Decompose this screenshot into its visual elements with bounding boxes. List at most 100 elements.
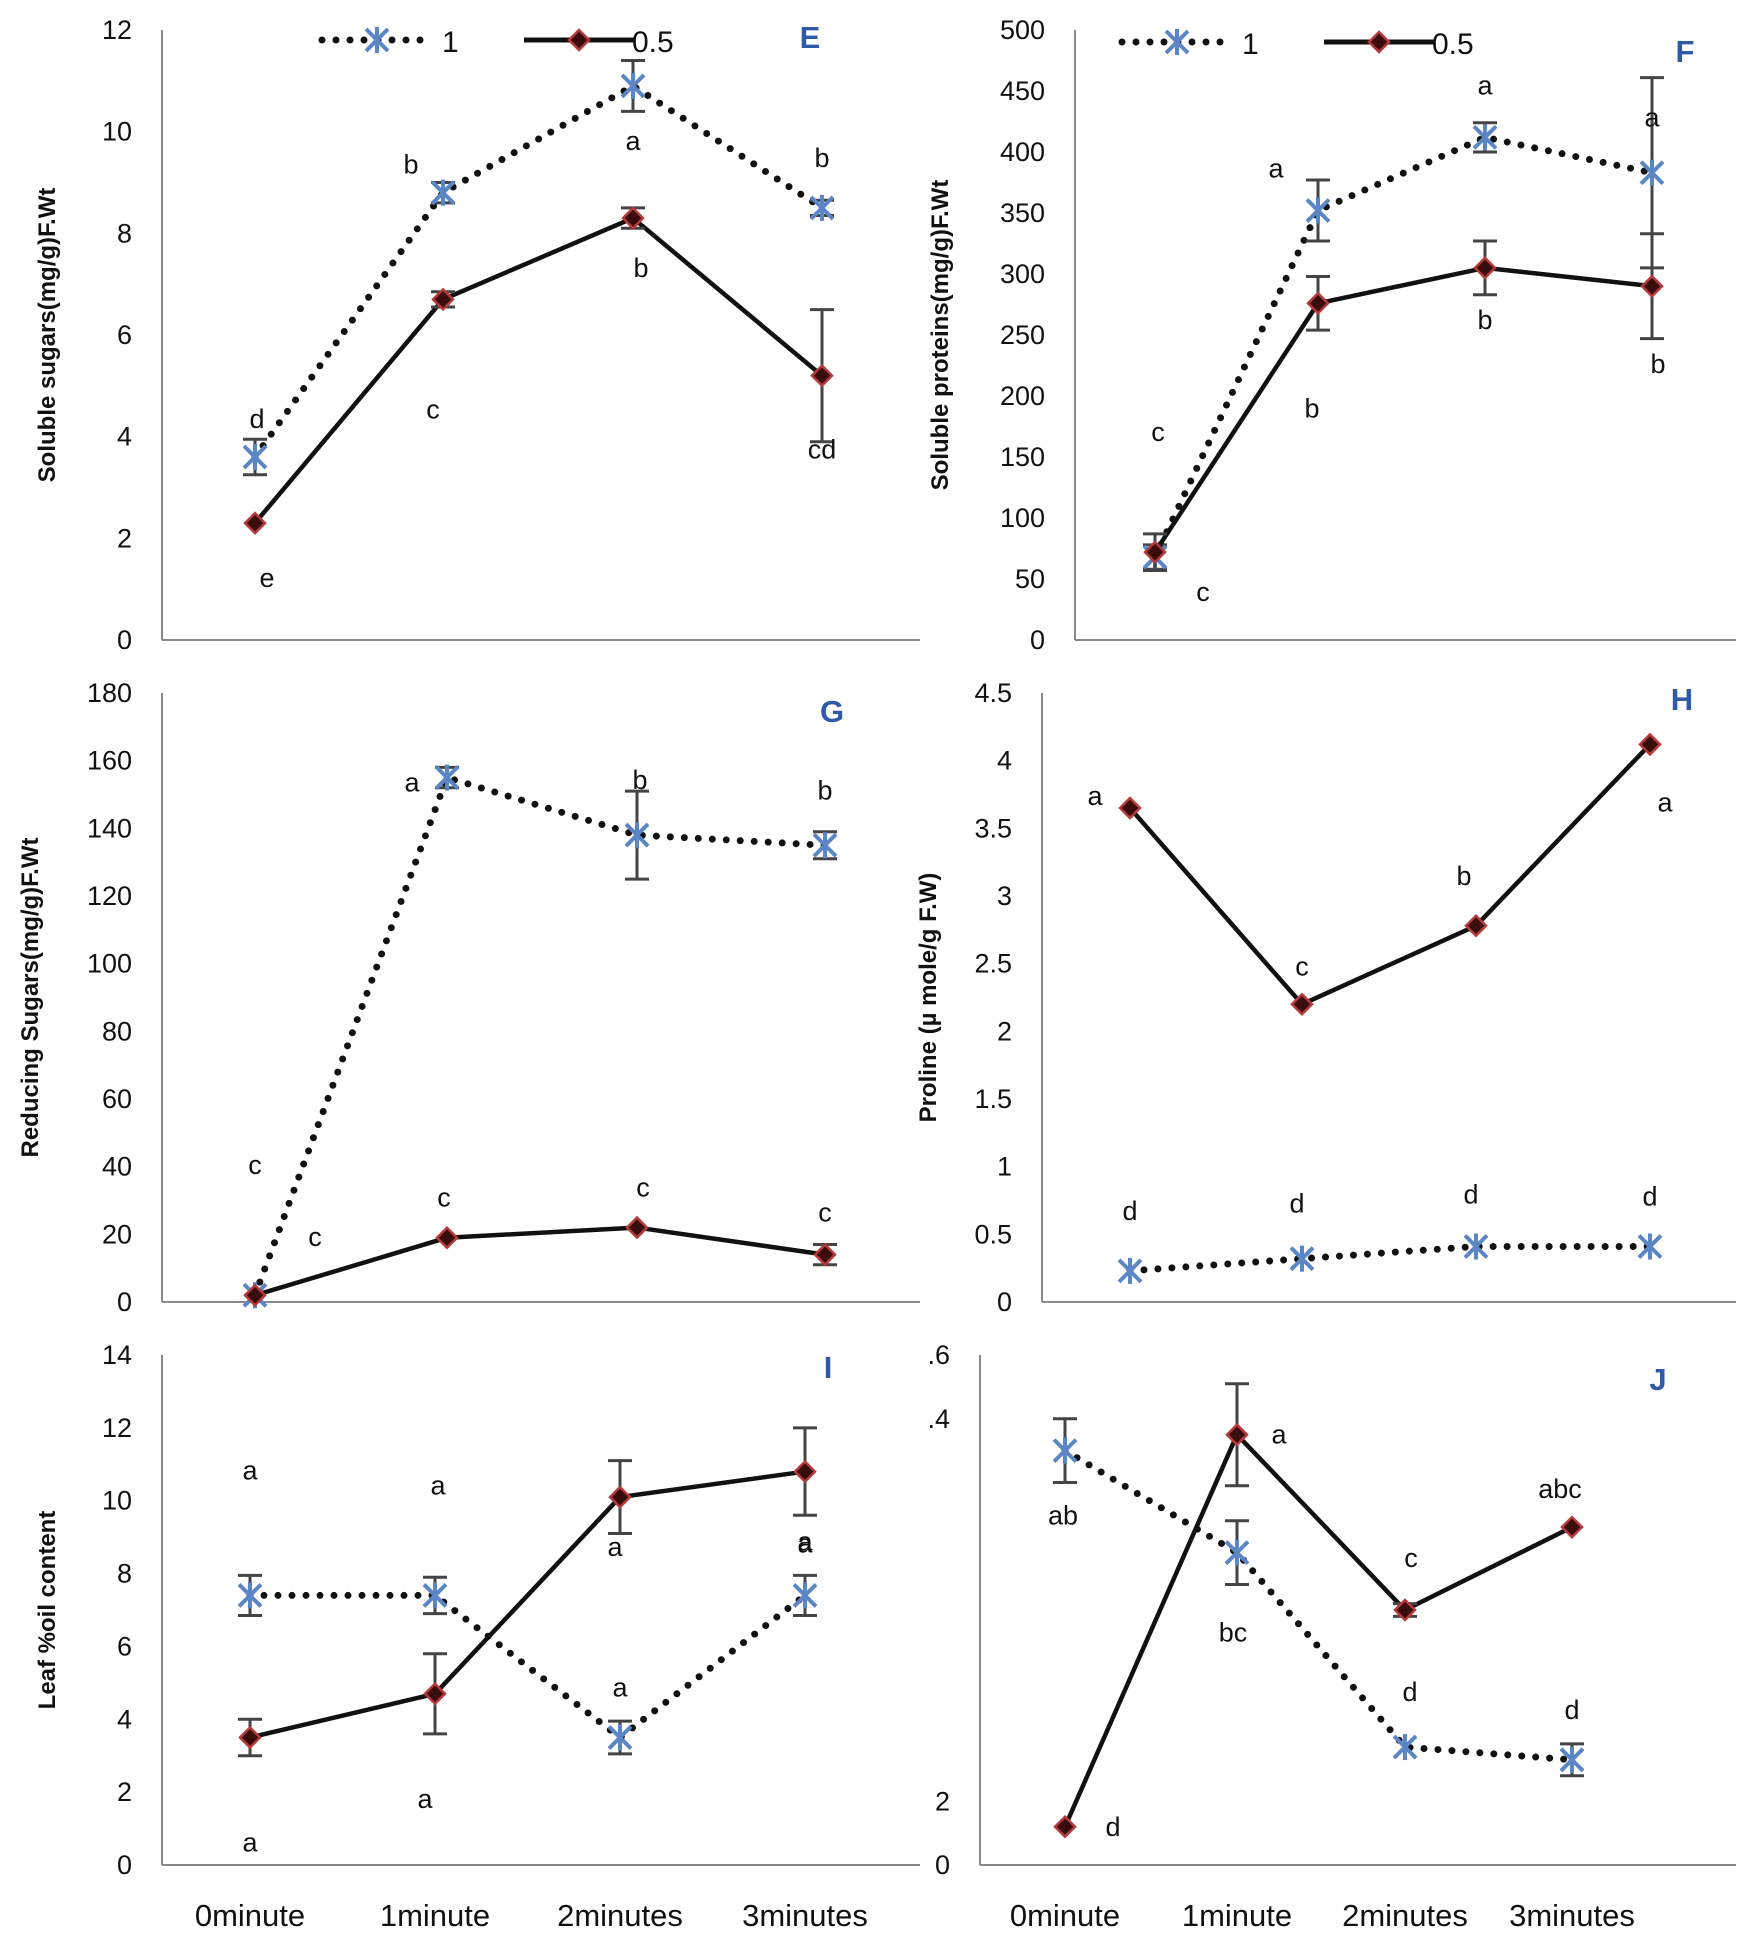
y-tick-label: 1 xyxy=(997,1152,1012,1182)
data-point-diamond xyxy=(243,511,267,535)
significance-letter: a xyxy=(430,1470,446,1500)
significance-letter: b xyxy=(1477,305,1492,335)
y-tick-label: 350 xyxy=(1000,198,1045,228)
data-point-star xyxy=(1289,1245,1315,1272)
series-solid: d a c abc xyxy=(1053,1382,1584,1842)
data-point-diamond xyxy=(1225,1422,1249,1447)
significance-letter: a xyxy=(612,1673,628,1703)
significance-letter: a xyxy=(417,1784,433,1814)
panel-f: 0 50 100 150 200 250 300 350 400 450 500 Soluble pr… xyxy=(927,15,1736,655)
significance-letter: d xyxy=(1402,1677,1417,1707)
data-point-star xyxy=(1052,1437,1078,1464)
legend-label: 0.5 xyxy=(1432,28,1474,61)
data-point-diamond xyxy=(435,1225,459,1250)
y-tick-label: 4 xyxy=(997,746,1012,776)
significance-letter: a xyxy=(1477,70,1493,100)
y-tick-label: 14 xyxy=(102,1340,132,1370)
legend-marker-diamond xyxy=(567,28,591,52)
x-tick-label: 1minute xyxy=(380,1898,490,1933)
series-solid: a c b a xyxy=(1087,732,1673,1017)
y-tick-label: 0.5 xyxy=(974,1219,1012,1249)
y-tick-label: 200 xyxy=(1000,381,1045,411)
panel-label: H xyxy=(1671,682,1693,717)
y-tick-label: 150 xyxy=(1000,442,1045,472)
legend-label: 1 xyxy=(442,26,459,59)
series-line xyxy=(1151,133,1656,561)
significance-letter: a xyxy=(404,768,420,798)
significance-letter: d xyxy=(1642,1182,1657,1212)
data-point-diamond xyxy=(1638,732,1662,757)
y-axis-title: Proline (µ mole/g F.W) xyxy=(915,873,942,1123)
significance-letter: a xyxy=(1268,154,1284,184)
data-point-star xyxy=(1472,124,1498,151)
panel-label: G xyxy=(820,694,844,729)
y-tick-label: 2 xyxy=(997,1016,1012,1046)
x-tick-label: 2minutes xyxy=(1342,1898,1468,1933)
significance-letter: e xyxy=(259,563,274,593)
y-tick-label: 60 xyxy=(102,1084,132,1114)
y-tick-label: 120 xyxy=(87,881,132,911)
significance-letter: bc xyxy=(1219,1618,1248,1648)
series-line xyxy=(251,774,829,1299)
y-tick-label: 6 xyxy=(117,1631,132,1661)
significance-letter: c xyxy=(636,1173,650,1203)
significance-letter: c xyxy=(426,394,440,424)
y-tick-label: 8 xyxy=(117,1559,132,1589)
y-tick-label: 2 xyxy=(117,523,132,553)
legend-marker-diamond xyxy=(1367,30,1391,54)
significance-letter: a xyxy=(1087,781,1103,811)
significance-letter: b xyxy=(403,150,418,180)
y-tick-label: 3.5 xyxy=(974,813,1012,843)
series-line xyxy=(1127,742,1653,1007)
significance-letter: c xyxy=(308,1222,322,1252)
significance-letter: a xyxy=(242,1828,258,1858)
data-point-star xyxy=(434,764,460,791)
y-tick-label: 50 xyxy=(1015,564,1045,594)
significance-letter: c xyxy=(1404,1543,1418,1573)
significance-letter: c xyxy=(1196,577,1210,607)
data-point-star xyxy=(1639,159,1665,186)
panel-h: 0 0.5 1 1.5 2 2.5 3 3.5 4 4.5 Proline (µ mole/g F.… xyxy=(915,678,1736,1317)
y-tick-label: 100 xyxy=(87,949,132,979)
data-point-diamond xyxy=(1393,1598,1417,1622)
data-point-diamond xyxy=(813,1242,837,1267)
significance-letter: a xyxy=(1644,103,1660,133)
data-point-star xyxy=(607,1724,633,1751)
significance-letter: a xyxy=(607,1532,623,1562)
series-line xyxy=(252,1225,828,1298)
y-tick-label: 2.5 xyxy=(974,949,1012,979)
significance-letter: b xyxy=(632,765,647,795)
y-tick-label: 20 xyxy=(102,1219,132,1249)
significance-letter: a xyxy=(1271,1420,1287,1450)
series-dotted: c a a a xyxy=(1142,70,1665,571)
significance-letter: d xyxy=(1122,1196,1137,1226)
significance-letter: cd xyxy=(808,435,837,465)
y-tick-label: 250 xyxy=(1000,320,1045,350)
series-solid: c c c c xyxy=(243,1173,837,1308)
significance-letter: b xyxy=(817,775,832,805)
series-line xyxy=(247,1469,808,1740)
data-point-star xyxy=(1559,1746,1585,1773)
legend-label: 1 xyxy=(1242,28,1259,61)
y-tick-label: 10 xyxy=(102,117,132,147)
y-tick-label: 0 xyxy=(997,1287,1012,1317)
data-point-star xyxy=(242,444,268,470)
significance-letter: c xyxy=(1151,417,1165,447)
y-tick-label: 40 xyxy=(102,1152,132,1182)
legend-marker-star xyxy=(364,27,390,53)
data-point-diamond xyxy=(625,1215,649,1240)
data-point-star xyxy=(812,832,838,859)
panel-g: 0 20 40 60 80 100 120 140 160 180 Reducing Sugars(… xyxy=(17,678,920,1317)
significance-letter: d xyxy=(249,404,264,434)
y-tick-label: 0 xyxy=(117,625,132,655)
data-point-diamond xyxy=(1473,256,1497,280)
data-point-diamond xyxy=(1306,291,1330,316)
panel-e: 0 2 4 6 8 10 12 Soluble sugars(mg/g)F.Wt Ed b a b e c… xyxy=(34,15,920,655)
y-axis-title: Soluble proteins(mg/g)F.Wt xyxy=(927,180,954,491)
y-axis-title: Leaf %oil content xyxy=(34,1511,61,1710)
significance-letter: a xyxy=(797,1528,813,1558)
data-point-diamond xyxy=(1290,992,1314,1017)
y-tick-label: 0 xyxy=(1030,625,1045,655)
data-point-star xyxy=(624,822,650,849)
